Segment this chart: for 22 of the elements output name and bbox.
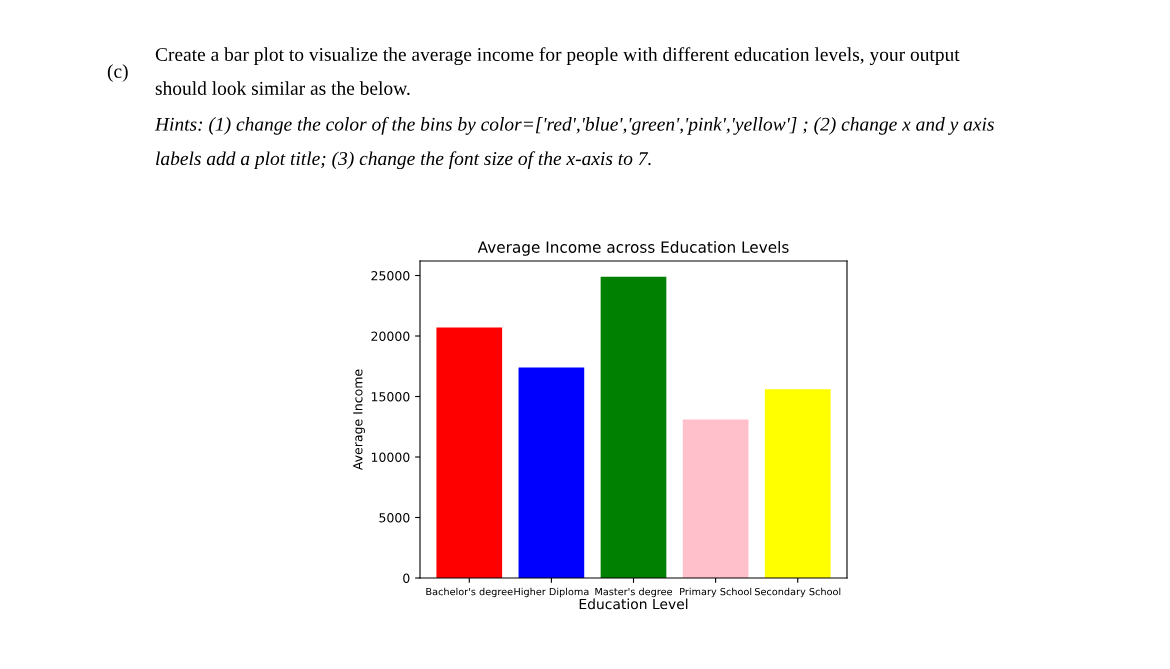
x-tick-label: Master's degree xyxy=(595,587,673,598)
x-axis-title: Education Level xyxy=(579,598,688,610)
y-tick-label: 10000 xyxy=(371,452,410,462)
bar xyxy=(436,327,503,578)
x-tick-label: Bachelor's degree xyxy=(426,587,513,598)
x-tick-label: Higher Diploma xyxy=(514,587,589,598)
y-tick-label: 5000 xyxy=(379,512,410,523)
text: Create a bar plot to visualize the average income for people with different education levels, your output should look similar as the below. xyxy=(155,47,960,95)
bar xyxy=(518,367,585,578)
chart-title: Average Income across Education Levels xyxy=(477,241,789,256)
bar xyxy=(764,389,831,578)
text: Hints: (1) change the color of the bins by color=['red','blue','green','pink','yellow'] ; (2) change x and y axis labels add a plot title; (3) change the font size of the x-axis to 7. xyxy=(154,116,994,170)
y-tick-label: 25000 xyxy=(371,270,410,281)
bar xyxy=(600,276,667,578)
y-axis-title: Average Income xyxy=(353,369,365,471)
text: (c) xyxy=(107,64,128,82)
y-tick-label: 20000 xyxy=(371,331,410,341)
bar xyxy=(682,419,749,578)
y-tick-label: 15000 xyxy=(371,391,410,402)
y-tick-label: 0 xyxy=(403,573,410,583)
x-tick-label: Primary School xyxy=(680,587,752,598)
x-tick-label: Secondary School xyxy=(754,587,841,598)
